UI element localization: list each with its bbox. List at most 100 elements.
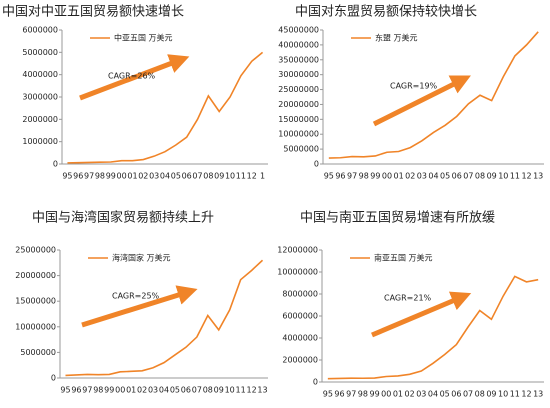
x-tick-label: 95	[62, 172, 72, 181]
y-tick-label: 0	[313, 378, 318, 387]
x-tick-label: 00	[117, 172, 127, 181]
y-tick-label: 0	[53, 160, 58, 169]
x-tick-label: 99	[369, 390, 379, 399]
y-tick-label: 4000000	[22, 70, 58, 79]
x-tick-label: 04	[428, 172, 438, 181]
y-tick-label: 40000000	[278, 40, 319, 49]
annotation: CAGR=19%	[390, 82, 438, 91]
y-tick-label: 0	[51, 374, 56, 383]
y-tick-label: 0	[314, 160, 319, 169]
x-tick-label: 1	[260, 172, 265, 181]
y-tick-label: 6000000	[22, 26, 58, 35]
x-tick-label: 05	[440, 172, 450, 181]
y-tick-label: 25000000	[278, 85, 319, 94]
y-tick-label: 45000000	[278, 26, 319, 35]
data-line	[65, 259, 264, 377]
trend-arrow	[81, 285, 198, 328]
x-tick-label: 96	[335, 172, 345, 181]
annotation: CAGR=21%	[384, 294, 432, 303]
trend-arrow	[372, 75, 471, 127]
x-tick-label: 97	[84, 172, 94, 181]
y-tick-label: 15000000	[278, 115, 319, 124]
y-tick-label: 5000000	[20, 348, 56, 357]
x-tick-label: 06	[451, 390, 461, 399]
x-tick-label: 09	[487, 172, 497, 181]
x-tick-label: 03	[148, 386, 158, 395]
x-tick-label: 02	[405, 390, 415, 399]
y-tick-label: 15000000	[15, 297, 56, 306]
x-tick-label: 08	[475, 172, 485, 181]
x-tick-label: 11	[236, 386, 246, 395]
x-tick-label: 10	[498, 390, 508, 399]
y-tick-label: 10000000	[15, 322, 56, 331]
x-tick-label: 10	[225, 386, 235, 395]
x-tick-label: 06	[452, 172, 462, 181]
y-tick-label: 3000000	[22, 93, 58, 102]
y-tick-label: 4000000	[282, 334, 318, 343]
y-tick-label: 10000000	[277, 268, 318, 277]
y-tick-label: 10000000	[278, 130, 319, 139]
x-tick-label: 09	[214, 172, 224, 181]
y-tick-label: 6000000	[282, 312, 318, 321]
legend-label: 海湾国家 万美元	[112, 253, 171, 263]
x-tick-label: 04	[160, 172, 170, 181]
data-line	[327, 275, 539, 380]
y-tick-label: 12000000	[277, 246, 318, 255]
x-tick-label: 08	[203, 386, 213, 395]
x-tick-label: 07	[192, 386, 202, 395]
annotation: CAGR=26%	[108, 72, 156, 81]
x-tick-label: 98	[359, 172, 369, 181]
x-tick-label: 97	[82, 386, 92, 395]
x-tick-label: 98	[93, 386, 103, 395]
x-tick-label: 95	[323, 390, 333, 399]
x-tick-label: 11	[236, 172, 246, 181]
x-tick-label: 03	[416, 390, 426, 399]
y-tick-label: 20000000	[15, 271, 56, 280]
y-tick-label: 30000000	[278, 70, 319, 79]
chart-title: 中国与海湾国家贸易额持续上升	[32, 210, 214, 226]
x-tick-label: 98	[95, 172, 105, 181]
x-tick-label: 97	[346, 390, 356, 399]
x-tick-label: 10	[225, 172, 235, 181]
x-tick-label: 96	[73, 172, 83, 181]
x-tick-label: 08	[203, 172, 213, 181]
y-tick-label: 25000000	[15, 246, 56, 255]
x-tick-label: 97	[347, 172, 357, 181]
x-tick-label: 09	[214, 386, 224, 395]
x-tick-label: 03	[149, 172, 159, 181]
x-tick-label: 00	[382, 172, 392, 181]
x-tick-label: 01	[127, 172, 137, 181]
x-tick-label: 12	[521, 172, 531, 181]
y-tick-label: 1000000	[22, 137, 58, 146]
x-tick-label: 99	[104, 386, 114, 395]
chart-title: 中国对东盟贸易额保持较快增长	[295, 5, 477, 20]
x-tick-label: 08	[475, 390, 485, 399]
x-tick-label: 96	[334, 390, 344, 399]
x-tick-label: 99	[370, 172, 380, 181]
x-tick-label: 09	[486, 390, 496, 399]
annotation: CAGR=25%	[112, 292, 160, 301]
x-tick-label: 12	[521, 390, 531, 399]
y-tick-label: 2000000	[22, 115, 58, 124]
y-tick-label: 5000000	[283, 145, 319, 154]
x-tick-label: 11	[510, 390, 520, 399]
x-tick-label: 02	[405, 172, 415, 181]
x-tick-label: 13	[533, 172, 543, 181]
x-tick-label: 05	[170, 386, 180, 395]
x-tick-label: 02	[138, 172, 148, 181]
x-tick-label: 07	[463, 390, 473, 399]
x-tick-label: 98	[358, 390, 368, 399]
x-tick-label: 13	[257, 386, 267, 395]
x-tick-label: 02	[137, 386, 147, 395]
x-tick-label: 01	[126, 386, 136, 395]
legend-label: 东盟 万美元	[375, 33, 418, 43]
x-tick-label: 07	[192, 172, 202, 181]
x-tick-label: 12	[246, 386, 256, 395]
trend-arrow	[79, 54, 190, 101]
x-tick-label: 13	[533, 390, 543, 399]
y-tick-label: 5000000	[22, 48, 58, 57]
x-tick-label: 01	[393, 390, 403, 399]
x-tick-label: 01	[394, 172, 404, 181]
y-tick-label: 35000000	[278, 55, 319, 64]
